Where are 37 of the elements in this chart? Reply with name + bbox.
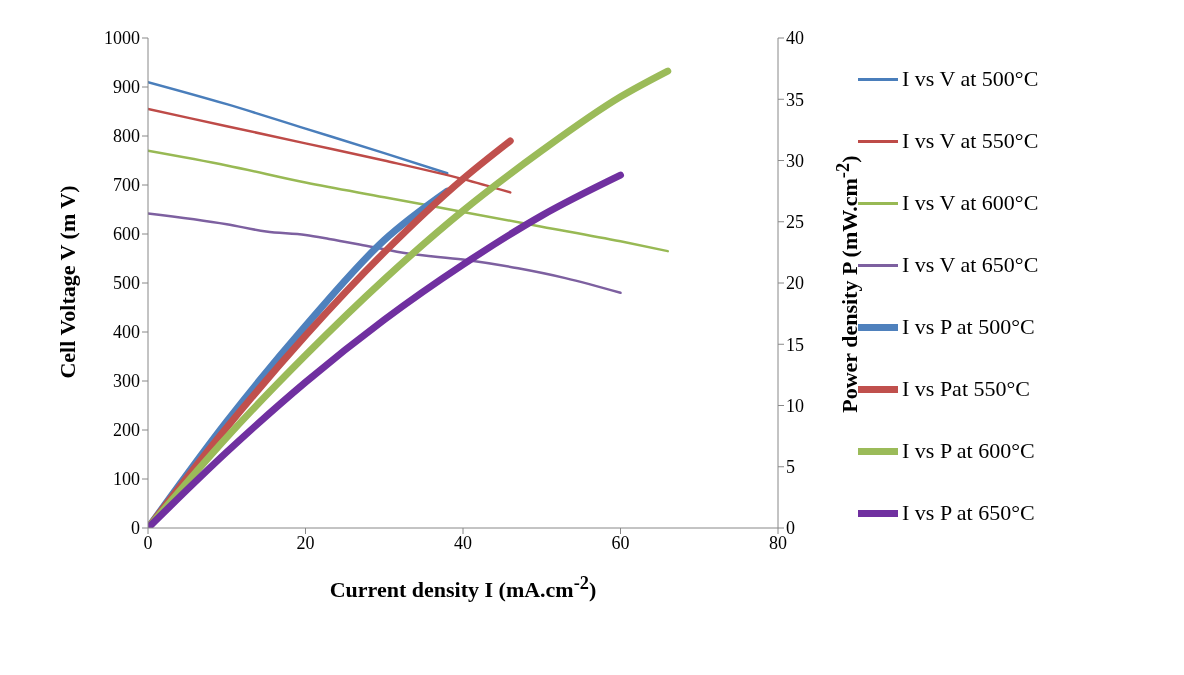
legend-label: I vs P at 650°C xyxy=(902,500,1035,526)
x-tick-label: 20 xyxy=(296,532,315,553)
line-series xyxy=(148,80,449,175)
y2-tick-label: 10 xyxy=(786,395,804,416)
y-tick-label: 600 xyxy=(113,224,140,245)
x-tick-label: 60 xyxy=(611,532,630,553)
legend-label: I vs P at 600°C xyxy=(902,438,1035,464)
y-tick-label: 300 xyxy=(113,371,140,392)
y2-tick-label: 30 xyxy=(786,150,804,171)
y2-tick-label: 40 xyxy=(786,28,804,49)
legend-label: I vs V at 600°C xyxy=(902,190,1039,216)
legend-label: I vs P at 500°C xyxy=(902,314,1035,340)
y-tick-label: 800 xyxy=(113,126,140,147)
y-tick-label: 700 xyxy=(113,175,140,196)
legend-label: I vs Pat 550°C xyxy=(902,376,1030,402)
legend-label: I vs V at 500°C xyxy=(902,66,1039,92)
legend-label: I vs V at 550°C xyxy=(902,128,1039,154)
y2-tick-label: 20 xyxy=(786,273,804,294)
y2-tick-label: 0 xyxy=(786,518,795,539)
legend-label: I vs V at 650°C xyxy=(902,252,1039,278)
y-tick-label: 1000 xyxy=(104,28,140,49)
y-tick-label: 900 xyxy=(113,77,140,98)
y-tick-label: 100 xyxy=(113,469,140,490)
y-tick-label: 400 xyxy=(113,322,140,343)
y-tick-label: 200 xyxy=(113,420,140,441)
y2-tick-label: 15 xyxy=(786,334,804,355)
x-tick-label: 40 xyxy=(454,532,472,553)
y-axis-title: Cell Voltage V (m V) xyxy=(55,184,81,381)
x-tick-label: 80 xyxy=(769,532,787,553)
y2-tick-label: 25 xyxy=(786,212,804,233)
y-tick-label: 500 xyxy=(113,273,140,294)
line-series xyxy=(148,212,622,295)
x-tick-label: 0 xyxy=(143,532,153,553)
y2-tick-label: 35 xyxy=(786,89,804,110)
y2-tick-label: 5 xyxy=(786,457,795,478)
x-axis-title: Current density I (mA.cm$^{-2}$) xyxy=(328,573,598,604)
y-tick-label: 0 xyxy=(131,518,140,539)
